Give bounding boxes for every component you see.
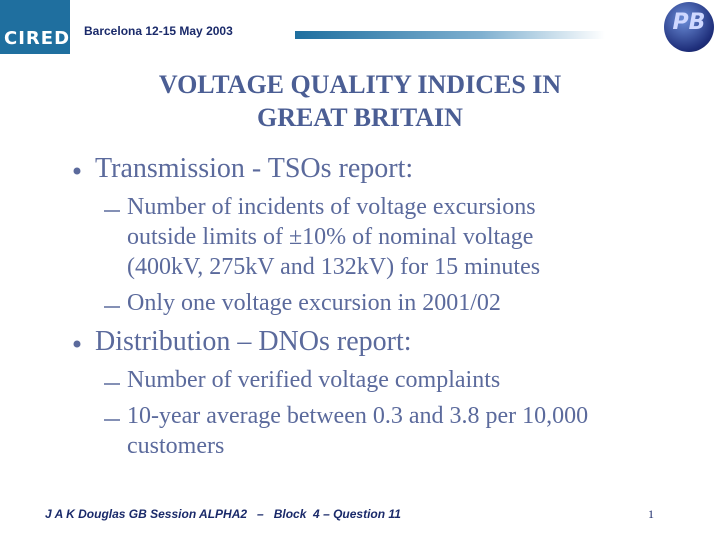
bullet xyxy=(73,167,81,175)
bullet-text: Transmission - TSOs report: xyxy=(95,153,414,184)
sub-bullet-text: customers xyxy=(127,433,225,459)
slide-title: GREAT BRITAIN xyxy=(257,103,463,132)
slide-title: VOLTAGE QUALITY INDICES IN xyxy=(158,70,562,99)
header-rule xyxy=(295,31,605,39)
badge-text: PB xyxy=(672,10,706,35)
sub-bullet-text: (400kV, 275kV and 132kV) for 15 minutes xyxy=(127,254,541,280)
page-number: 1 xyxy=(648,507,654,521)
badge xyxy=(664,2,714,52)
sub-bullet-text: Only one voltage excursion in 2001/02 xyxy=(127,290,501,316)
event: Barcelona 12-15 May 2003 xyxy=(84,24,233,38)
logo-text: CIRED xyxy=(4,28,71,49)
bullet-text: Distribution – DNOs report: xyxy=(95,326,412,357)
sub-bullet-text: outside limits of ±10% of nominal voltag… xyxy=(127,224,534,250)
sub-bullet-text: 10-year average between 0.3 and 3.8 per … xyxy=(127,403,589,429)
sub-bullet-text: Number of verified voltage complaints xyxy=(127,367,501,393)
sub-bullet-text: Number of incidents of voltage excursion… xyxy=(127,194,536,220)
footer: J A K Douglas GB Session ALPHA2 – Block … xyxy=(45,507,401,521)
logo xyxy=(0,0,70,54)
bullet xyxy=(73,340,81,348)
